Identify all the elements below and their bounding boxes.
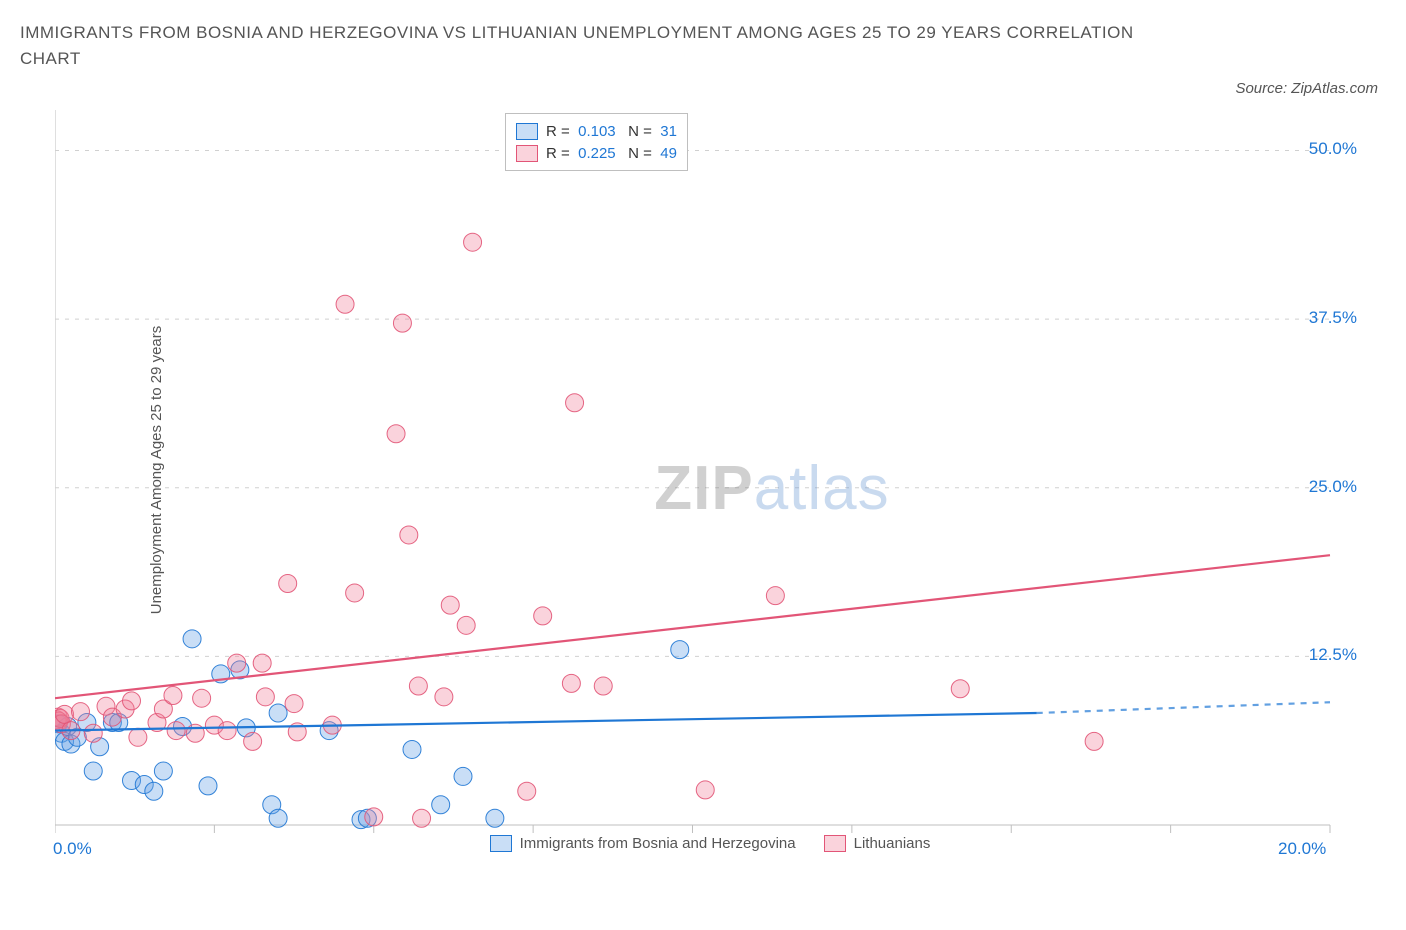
y-tick-label: 37.5% (1309, 308, 1357, 328)
legend-stats: R = 0.103 N = 31 (546, 123, 677, 140)
legend-row: R = 0.103 N = 31 (516, 120, 677, 142)
source-attribution: Source: ZipAtlas.com (1235, 80, 1378, 97)
series-legend-item: Lithuanians (824, 835, 931, 852)
chart-svg (55, 110, 1365, 850)
legend-swatch (516, 123, 538, 140)
scatter-plot: ZIPatlas R = 0.103 N = 31R = 0.225 N = 4… (55, 110, 1365, 850)
legend-swatch (490, 835, 512, 852)
series-legend-label: Immigrants from Bosnia and Herzegovina (520, 835, 796, 852)
series-legend-label: Lithuanians (854, 835, 931, 852)
x-axis-max-label: 20.0% (1278, 839, 1326, 859)
legend-row: R = 0.225 N = 49 (516, 142, 677, 164)
y-tick-label: 12.5% (1309, 645, 1357, 665)
legend-swatch (824, 835, 846, 852)
series-legend-item: Immigrants from Bosnia and Herzegovina (490, 835, 796, 852)
x-axis-min-label: 0.0% (53, 839, 92, 859)
legend-swatch (516, 145, 538, 162)
chart-title: IMMIGRANTS FROM BOSNIA AND HERZEGOVINA V… (20, 20, 1140, 71)
series-legend: Immigrants from Bosnia and Herzegovina Li… (55, 835, 1365, 852)
legend-stats: R = 0.225 N = 49 (546, 145, 677, 162)
correlation-legend: R = 0.103 N = 31 R = 0.225 N = 49 (505, 113, 688, 171)
y-tick-label: 25.0% (1309, 477, 1357, 497)
y-tick-label: 50.0% (1309, 139, 1357, 159)
